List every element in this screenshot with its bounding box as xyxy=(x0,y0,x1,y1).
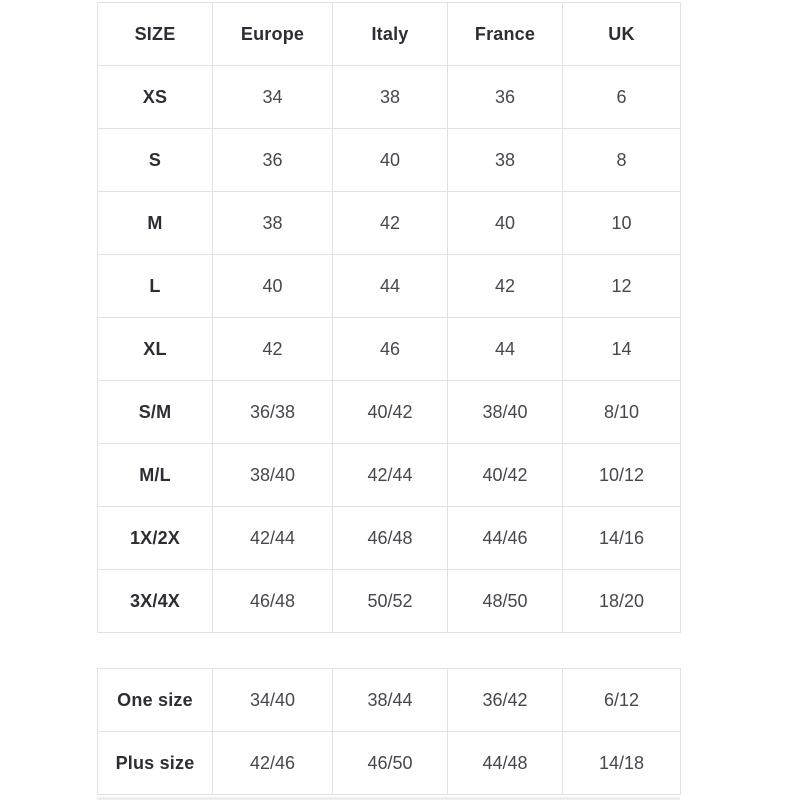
value-cell: 42 xyxy=(447,254,563,318)
table-row-l: L 40 44 42 12 xyxy=(97,254,681,318)
value-cell: 10 xyxy=(562,191,681,255)
value-cell: 38 xyxy=(447,128,563,192)
table-row-ml: M/L 38/40 42/44 40/42 10/12 xyxy=(97,443,681,507)
value-cell: 46/50 xyxy=(332,731,448,795)
size-label-cell: Plus size xyxy=(97,731,213,795)
size-label-cell: L xyxy=(97,254,213,318)
value-cell: 46/48 xyxy=(332,506,448,570)
value-cell: 46 xyxy=(332,317,448,381)
value-cell: 42/46 xyxy=(212,731,333,795)
table-header-row: SIZE Europe Italy France UK xyxy=(97,2,681,66)
table-row-one-size: One size 34/40 38/44 36/42 6/12 xyxy=(97,668,681,732)
value-cell: 44/48 xyxy=(447,731,563,795)
size-guide-content: SIZE Europe Italy France UK XS 34 38 36 … xyxy=(97,2,681,800)
table-row-s: S 36 40 38 8 xyxy=(97,128,681,192)
value-cell: 36 xyxy=(447,65,563,129)
value-cell: 40 xyxy=(212,254,333,318)
value-cell: 42/44 xyxy=(332,443,448,507)
value-cell: 34/40 xyxy=(212,668,333,732)
size-label-cell: 1X/2X xyxy=(97,506,213,570)
value-cell: 46/48 xyxy=(212,569,333,633)
value-cell: 38/44 xyxy=(332,668,448,732)
value-cell: 18/20 xyxy=(562,569,681,633)
header-cell-italy: Italy xyxy=(332,2,448,66)
size-label-cell: S/M xyxy=(97,380,213,444)
value-cell: 44/46 xyxy=(447,506,563,570)
value-cell: 14/18 xyxy=(562,731,681,795)
size-conversion-table: SIZE Europe Italy France UK XS 34 38 36 … xyxy=(97,2,681,633)
table-row-xl: XL 42 46 44 14 xyxy=(97,317,681,381)
table-row-sm: S/M 36/38 40/42 38/40 8/10 xyxy=(97,380,681,444)
value-cell: 14/16 xyxy=(562,506,681,570)
value-cell: 8/10 xyxy=(562,380,681,444)
value-cell: 36 xyxy=(212,128,333,192)
one-size-plus-size-table: One size 34/40 38/44 36/42 6/12 Plus siz… xyxy=(97,668,681,795)
value-cell: 8 xyxy=(562,128,681,192)
table-spacer xyxy=(97,633,680,668)
value-cell: 44 xyxy=(447,317,563,381)
value-cell: 38 xyxy=(332,65,448,129)
size-label-cell: M xyxy=(97,191,213,255)
table-row-xs: XS 34 38 36 6 xyxy=(97,65,681,129)
value-cell: 42/44 xyxy=(212,506,333,570)
size-label-cell: 3X/4X xyxy=(97,569,213,633)
header-cell-size: SIZE xyxy=(97,2,213,66)
value-cell: 40/42 xyxy=(332,380,448,444)
table-bottom-shadow xyxy=(97,797,680,800)
value-cell: 14 xyxy=(562,317,681,381)
size-label-cell: One size xyxy=(97,668,213,732)
value-cell: 40 xyxy=(447,191,563,255)
value-cell: 44 xyxy=(332,254,448,318)
table-row-1x2x: 1X/2X 42/44 46/48 44/46 14/16 xyxy=(97,506,681,570)
header-cell-europe: Europe xyxy=(212,2,333,66)
size-label-cell: XL xyxy=(97,317,213,381)
value-cell: 38/40 xyxy=(447,380,563,444)
value-cell: 10/12 xyxy=(562,443,681,507)
size-label-cell: S xyxy=(97,128,213,192)
value-cell: 38 xyxy=(212,191,333,255)
value-cell: 42 xyxy=(212,317,333,381)
value-cell: 48/50 xyxy=(447,569,563,633)
value-cell: 36/38 xyxy=(212,380,333,444)
table-row-3x4x: 3X/4X 46/48 50/52 48/50 18/20 xyxy=(97,569,681,633)
size-label-cell: XS xyxy=(97,65,213,129)
table-row-m: M 38 42 40 10 xyxy=(97,191,681,255)
value-cell: 40 xyxy=(332,128,448,192)
header-cell-uk: UK xyxy=(562,2,681,66)
table-row-plus-size: Plus size 42/46 46/50 44/48 14/18 xyxy=(97,731,681,795)
value-cell: 36/42 xyxy=(447,668,563,732)
value-cell: 6/12 xyxy=(562,668,681,732)
value-cell: 38/40 xyxy=(212,443,333,507)
value-cell: 12 xyxy=(562,254,681,318)
size-label-cell: M/L xyxy=(97,443,213,507)
value-cell: 34 xyxy=(212,65,333,129)
header-cell-france: France xyxy=(447,2,563,66)
value-cell: 6 xyxy=(562,65,681,129)
value-cell: 40/42 xyxy=(447,443,563,507)
value-cell: 50/52 xyxy=(332,569,448,633)
value-cell: 42 xyxy=(332,191,448,255)
